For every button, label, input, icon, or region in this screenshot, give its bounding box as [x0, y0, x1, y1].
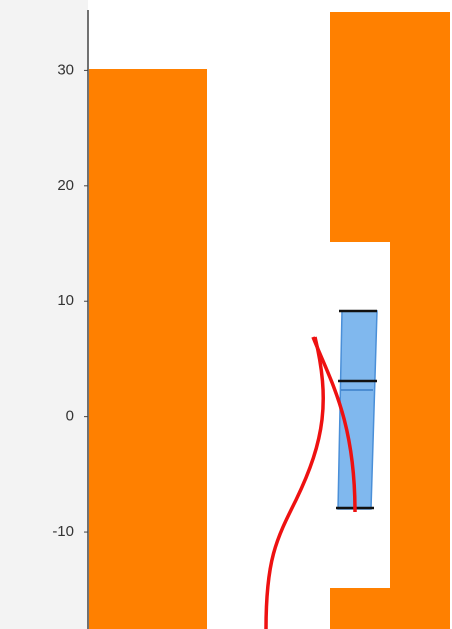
y-tick-label: -10: [52, 523, 74, 540]
y-tick-label: 30: [57, 61, 74, 78]
path: [311, 336, 357, 513]
obstacle: [89, 69, 207, 629]
obstacle: [330, 12, 450, 629]
path: [264, 336, 325, 629]
vehicle: [337, 310, 378, 510]
y-tick-label: 0: [66, 408, 74, 425]
y-tick-label: 10: [57, 292, 74, 309]
axis-strip: [0, 0, 88, 629]
y-tick-label: 20: [57, 177, 74, 194]
